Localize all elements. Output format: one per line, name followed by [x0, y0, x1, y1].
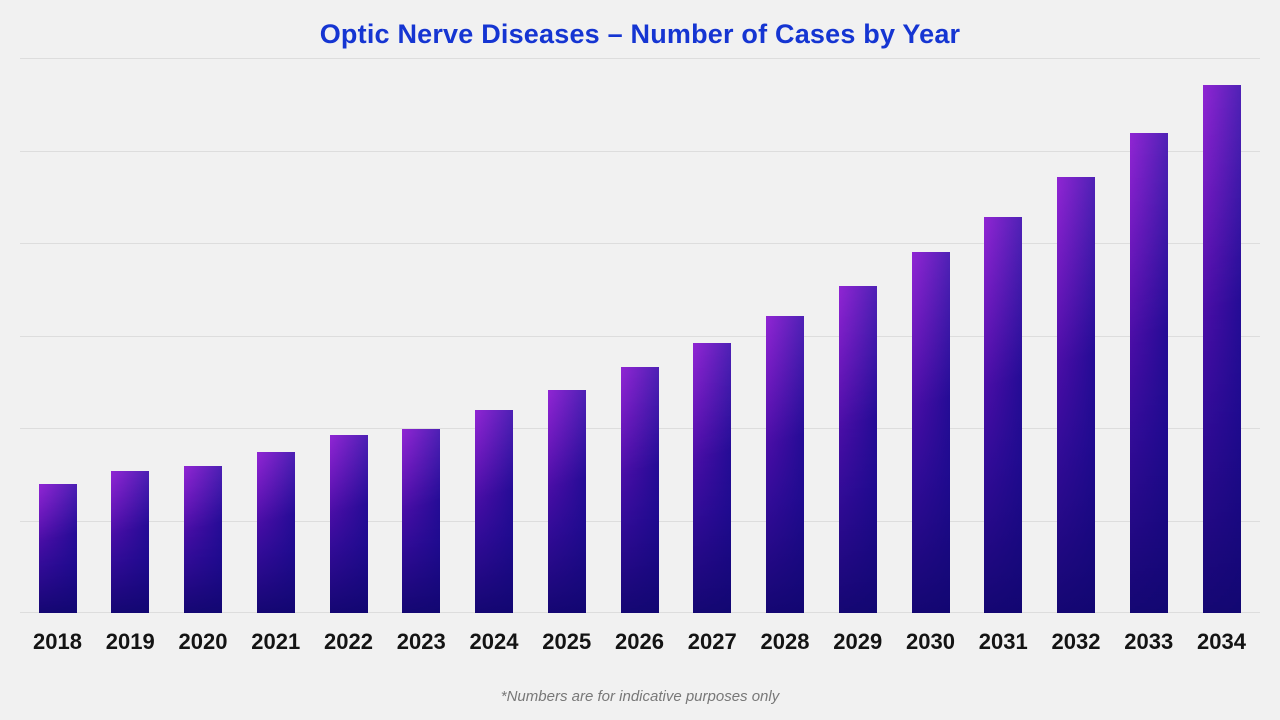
plot-area — [20, 58, 1260, 613]
x-tick-label-2022: 2022 — [324, 629, 373, 654]
gridline — [20, 336, 1260, 337]
bar-2024 — [475, 410, 513, 613]
x-tick-label-2027: 2027 — [687, 629, 737, 654]
bar-2028 — [766, 316, 804, 613]
x-tick-label-2020: 2020 — [178, 629, 228, 654]
x-tick-label-2032: 2032 — [1051, 629, 1101, 654]
bar-2030 — [911, 252, 950, 613]
bar-2027 — [693, 342, 732, 613]
x-axis-labels: 2018 2019 2020 2021 2022 2023 2024 2025 2026 2027… — [20, 629, 1260, 663]
x-tick-label-2031: 2031 — [978, 629, 1028, 654]
bar-2032 — [1057, 177, 1095, 613]
x-tick-label-2026: 2026 — [615, 629, 664, 654]
bar-2020 — [184, 465, 222, 613]
x-tick-label-2028: 2028 — [760, 629, 810, 654]
gridline — [20, 151, 1260, 152]
bar-2034 — [1202, 84, 1241, 613]
x-tick-label-2030: 2030 — [906, 629, 955, 654]
bar-2022 — [329, 435, 368, 613]
bar-2033 — [1129, 132, 1168, 613]
x-tick-label-2025: 2025 — [542, 629, 592, 654]
bar-2029 — [838, 285, 877, 613]
bar-2021 — [256, 452, 295, 613]
bar-2031 — [984, 217, 1023, 613]
bar-series — [20, 58, 1260, 613]
chart-title: Optic Nerve Diseases – Number of Cases b… — [319, 19, 961, 49]
x-tick-label-2033: 2033 — [1124, 629, 1174, 654]
bar-2018 — [38, 483, 77, 613]
bar-2025 — [547, 390, 586, 613]
x-tick-label-2034: 2034 — [1197, 629, 1246, 654]
x-tick-label-2023: 2023 — [396, 629, 446, 654]
bar-2026 — [620, 366, 659, 613]
x-tick-label-2029: 2029 — [833, 629, 883, 654]
gridline — [20, 58, 1260, 59]
x-tick-label-2021: 2021 — [251, 629, 301, 654]
footnote: *Numbers are for indicative purposes onl… — [500, 688, 780, 705]
x-tick-label-2019: 2019 — [105, 629, 155, 654]
bar-2019 — [111, 470, 150, 613]
x-tick-label-2024: 2024 — [469, 629, 519, 654]
x-tick-label-2018: 2018 — [33, 629, 82, 654]
gridline — [20, 243, 1260, 244]
bar-2023 — [402, 428, 441, 613]
